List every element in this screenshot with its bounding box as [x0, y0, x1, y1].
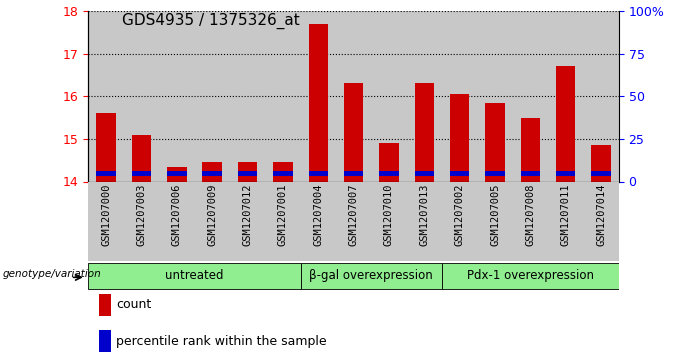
Bar	[486, 103, 505, 182]
Bar	[230, 182, 265, 261]
Text: GSM1207000: GSM1207000	[101, 184, 111, 246]
Bar	[344, 171, 363, 176]
Bar	[450, 94, 469, 182]
Bar	[407, 11, 442, 181]
Text: count: count	[116, 298, 151, 311]
Bar	[238, 162, 257, 182]
Bar	[415, 171, 434, 176]
Bar	[548, 182, 583, 261]
Bar	[336, 11, 371, 181]
Bar	[88, 11, 124, 181]
Bar	[238, 171, 257, 176]
FancyBboxPatch shape	[88, 263, 301, 289]
Bar	[124, 182, 159, 261]
Text: GSM1207008: GSM1207008	[526, 184, 535, 246]
Bar	[265, 11, 301, 181]
Bar	[159, 182, 194, 261]
Bar	[309, 24, 328, 182]
Bar	[556, 171, 575, 176]
Bar	[371, 182, 407, 261]
Bar	[556, 66, 575, 182]
Bar	[273, 171, 292, 176]
Bar	[379, 171, 398, 176]
Bar	[477, 182, 513, 261]
Bar	[167, 167, 186, 182]
Bar	[583, 182, 619, 261]
Text: untreated: untreated	[165, 269, 224, 282]
Bar	[592, 171, 611, 176]
Bar	[99, 330, 111, 352]
Bar	[442, 182, 477, 261]
Bar	[132, 171, 151, 176]
Bar	[371, 11, 407, 181]
Bar	[513, 11, 548, 181]
Text: GSM1207002: GSM1207002	[455, 184, 464, 246]
Bar	[415, 83, 434, 182]
Text: GSM1207013: GSM1207013	[420, 184, 429, 246]
Text: β-gal overexpression: β-gal overexpression	[309, 269, 433, 282]
Text: Pdx-1 overexpression: Pdx-1 overexpression	[467, 269, 594, 282]
Bar	[379, 143, 398, 182]
Bar	[97, 171, 116, 176]
Bar	[194, 11, 230, 181]
Bar	[450, 171, 469, 176]
Bar	[203, 162, 222, 182]
Bar	[583, 11, 619, 181]
Bar	[203, 171, 222, 176]
Text: percentile rank within the sample: percentile rank within the sample	[116, 335, 326, 348]
Text: GSM1207006: GSM1207006	[172, 184, 182, 246]
Bar	[194, 182, 230, 261]
Text: GSM1207011: GSM1207011	[561, 184, 571, 246]
Bar	[548, 11, 583, 181]
Text: GSM1207010: GSM1207010	[384, 184, 394, 246]
FancyBboxPatch shape	[301, 263, 442, 289]
Text: GSM1207012: GSM1207012	[243, 184, 252, 246]
Bar	[442, 11, 477, 181]
Bar	[301, 182, 336, 261]
Text: GSM1207014: GSM1207014	[596, 184, 606, 246]
Bar	[344, 83, 363, 182]
Bar	[124, 11, 159, 181]
Bar	[230, 11, 265, 181]
Text: GSM1207009: GSM1207009	[207, 184, 217, 246]
FancyBboxPatch shape	[442, 263, 619, 289]
Text: GSM1207005: GSM1207005	[490, 184, 500, 246]
Bar	[301, 11, 336, 181]
Text: GDS4935 / 1375326_at: GDS4935 / 1375326_at	[122, 13, 300, 29]
Bar	[477, 11, 513, 181]
Bar	[97, 113, 116, 182]
Bar	[592, 145, 611, 182]
Bar	[486, 171, 505, 176]
Bar	[407, 182, 442, 261]
Text: GSM1207003: GSM1207003	[137, 184, 146, 246]
Bar	[265, 182, 301, 261]
Text: GSM1207004: GSM1207004	[313, 184, 323, 246]
Bar	[88, 182, 124, 261]
Bar	[513, 182, 548, 261]
Bar	[336, 182, 371, 261]
Bar	[132, 135, 151, 182]
Bar	[99, 294, 111, 316]
Bar	[273, 162, 292, 182]
Text: genotype/variation: genotype/variation	[3, 269, 101, 280]
Bar	[521, 118, 540, 182]
Text: GSM1207007: GSM1207007	[349, 184, 358, 246]
Bar	[521, 171, 540, 176]
Bar	[167, 171, 186, 176]
Bar	[159, 11, 194, 181]
Bar	[309, 171, 328, 176]
Text: GSM1207001: GSM1207001	[278, 184, 288, 246]
